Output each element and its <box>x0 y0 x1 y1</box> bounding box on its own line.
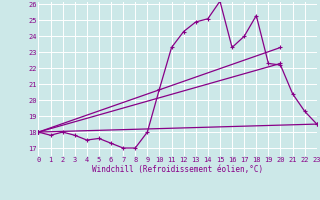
X-axis label: Windchill (Refroidissement éolien,°C): Windchill (Refroidissement éolien,°C) <box>92 165 263 174</box>
